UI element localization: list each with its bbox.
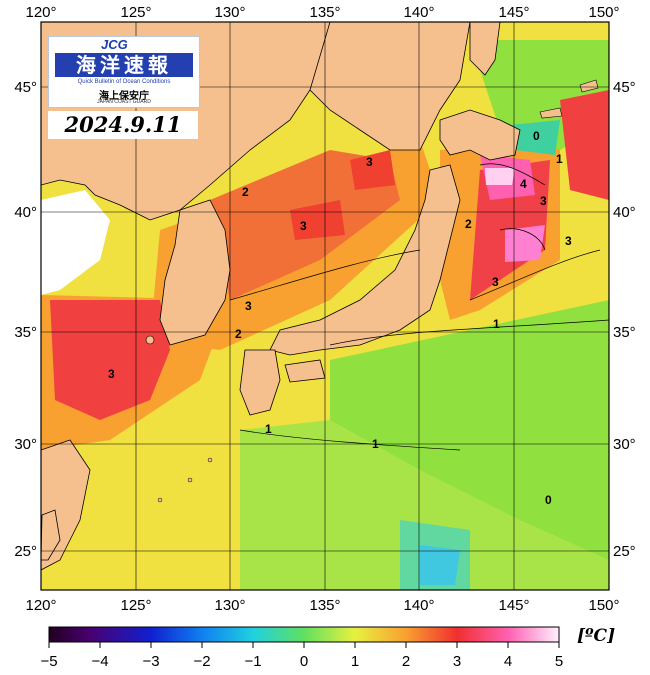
colorbar-labels: −5 −4 −3 −2 −1 0 1 2 3 4 5 xyxy=(40,653,563,670)
colorbar-ticks xyxy=(48,642,560,648)
colorbar-tick-label: 3 xyxy=(453,653,461,670)
lat-tick: 30° xyxy=(613,436,636,453)
lon-tick: 120° xyxy=(25,4,56,21)
colorbar-tick-label: 2 xyxy=(402,653,410,670)
lon-tick: 140° xyxy=(403,597,434,614)
lat-tick: 45° xyxy=(613,79,636,96)
map-frame xyxy=(40,21,610,591)
lat-tick: 25° xyxy=(14,543,37,560)
contour-label: 1 xyxy=(493,317,500,331)
lon-tick: 120° xyxy=(25,597,56,614)
lon-tick: 130° xyxy=(214,4,245,21)
lon-tick: 150° xyxy=(588,4,619,21)
contour-label: 4 xyxy=(520,177,527,191)
colorbar-tick-label: −5 xyxy=(40,653,57,670)
contour-label: 3 xyxy=(366,155,373,169)
lat-ticks-left: 45° 40° 35° 30° 25° xyxy=(14,79,37,560)
contour-label: 1 xyxy=(265,422,272,436)
contour-label: 0 xyxy=(545,493,552,507)
contour-label: 2 xyxy=(242,185,249,199)
logo-org: JCG xyxy=(101,37,128,52)
colorbar-tick-label: −1 xyxy=(244,653,261,670)
contour-label: 3 xyxy=(492,275,499,289)
lon-tick: 145° xyxy=(498,4,529,21)
logo-subtitle: Quick Bulletin of Ocean Conditions xyxy=(77,79,171,85)
contour-label: 1 xyxy=(556,152,563,166)
contour-label: 2 xyxy=(235,327,242,341)
lon-tick: 125° xyxy=(120,4,151,21)
contour-label: 3 xyxy=(565,234,572,248)
lon-tick: 140° xyxy=(403,4,434,21)
contour-label: 3 xyxy=(540,194,547,208)
map-date: 2024.9.11 xyxy=(48,111,198,139)
lon-tick: 145° xyxy=(498,597,529,614)
lon-tick: 130° xyxy=(214,597,245,614)
colorbar xyxy=(48,626,560,643)
lat-ticks-right: 45° 40° 35° 30° 25° xyxy=(613,79,636,560)
colorbar-tick-label: 4 xyxy=(504,653,512,670)
contour-label: 2 xyxy=(465,217,472,231)
colorbar-tick-label: 0 xyxy=(300,653,308,670)
lon-tick: 125° xyxy=(120,597,151,614)
lat-tick: 40° xyxy=(14,204,37,221)
logo-agency-en: JAPAN COAST GUARD xyxy=(97,99,151,105)
contour-label: 0 xyxy=(533,129,540,143)
lon-tick: 135° xyxy=(309,597,340,614)
lat-tick: 45° xyxy=(14,79,37,96)
lat-tick: 40° xyxy=(613,204,636,221)
colorbar-tick-label: −4 xyxy=(91,653,108,670)
lat-tick: 35° xyxy=(14,324,37,341)
colorbar-tick-label: −3 xyxy=(142,653,159,670)
lon-tick: 135° xyxy=(309,4,340,21)
contour-label: 3 xyxy=(300,219,307,233)
lon-tick: 150° xyxy=(588,597,619,614)
contour-label: 3 xyxy=(245,299,252,313)
jcg-logo: JCG 海洋速報 Quick Bulletin of Ocean Conditi… xyxy=(48,36,200,108)
colorbar-tick-label: 5 xyxy=(555,653,563,670)
lat-tick: 25° xyxy=(613,543,636,560)
logo-title: 海洋速報 xyxy=(55,53,193,77)
lat-tick: 35° xyxy=(613,324,636,341)
lon-ticks-bottom: 120° 125° 130° 135° 140° 145° 150° xyxy=(25,597,619,614)
lon-ticks-top: 120° 125° 130° 135° 140° 145° 150° xyxy=(25,4,619,21)
colorbar-unit: [ºC] xyxy=(577,626,616,646)
colorbar-tick-label: 1 xyxy=(351,653,359,670)
logo-agency-jp: 海上保安庁 xyxy=(99,91,149,102)
contour-label: 3 xyxy=(108,367,115,381)
lat-tick: 30° xyxy=(14,436,37,453)
colorbar-tick-label: −2 xyxy=(193,653,210,670)
